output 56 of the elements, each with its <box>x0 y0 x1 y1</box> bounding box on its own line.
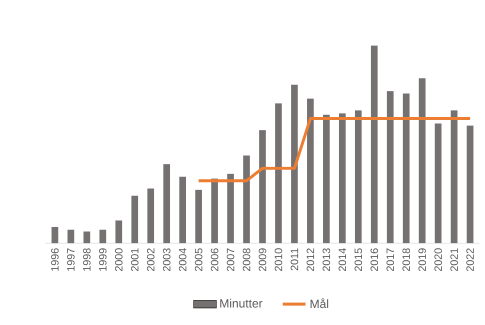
bar <box>434 123 442 244</box>
bar <box>131 196 138 244</box>
bar <box>323 114 330 244</box>
x-tick-label: 1997 <box>67 248 75 271</box>
x-tick-label: 2021 <box>450 248 458 271</box>
bar <box>211 178 218 244</box>
bar <box>370 46 378 244</box>
x-tick-label: 2009 <box>258 248 266 271</box>
bar <box>195 190 202 244</box>
x-tick-label: 2019 <box>418 248 426 271</box>
bar <box>354 110 362 244</box>
x-tick-label: 1999 <box>99 248 107 271</box>
x-tick-label: 2013 <box>322 248 330 271</box>
x-tick-label: 2014 <box>338 248 346 271</box>
bar <box>147 188 154 244</box>
bar <box>418 78 426 244</box>
bar <box>243 155 250 244</box>
x-tick-label: 2007 <box>226 248 234 271</box>
x-tick-label: 2005 <box>194 248 202 271</box>
bar <box>338 113 346 244</box>
bar <box>163 164 170 244</box>
x-tick-label: 2001 <box>130 248 139 271</box>
x-tick-label: 2018 <box>402 248 410 271</box>
bar <box>259 130 266 244</box>
x-tick-label: 2012 <box>306 248 314 271</box>
bar <box>68 230 74 244</box>
x-tick-label: 2016 <box>370 248 378 271</box>
bar <box>52 226 58 244</box>
x-tick-label: 1998 <box>83 248 91 271</box>
bar <box>466 126 474 244</box>
bar <box>386 91 394 244</box>
bar <box>307 98 314 244</box>
x-tick-label: 1996 <box>51 248 59 271</box>
x-tick-label: 2010 <box>274 248 282 271</box>
x-tick-label: 2004 <box>178 248 186 271</box>
bar <box>99 230 106 244</box>
x-tick-label: 2000 <box>114 248 123 271</box>
bar <box>227 174 234 244</box>
x-tick-label: 2002 <box>146 248 154 271</box>
legend-label: Mål <box>310 298 328 308</box>
x-tick-label: 2011 <box>290 248 298 270</box>
bar <box>83 231 90 244</box>
bar <box>115 220 122 244</box>
x-tick-label: 2017 <box>386 248 394 271</box>
x-tick-label: 2006 <box>210 248 218 271</box>
bar <box>402 93 410 244</box>
bar <box>275 103 282 244</box>
x-tick-label: 2008 <box>242 248 250 271</box>
bar <box>450 110 458 244</box>
x-tick-label: 2003 <box>162 248 170 271</box>
x-tick-label: 2020 <box>434 248 442 271</box>
x-tick-label: 2022 <box>466 248 474 271</box>
x-tick-label: 2015 <box>354 248 362 271</box>
legend-label: Minutter <box>220 298 262 308</box>
bar <box>179 176 186 244</box>
bar <box>291 84 298 244</box>
